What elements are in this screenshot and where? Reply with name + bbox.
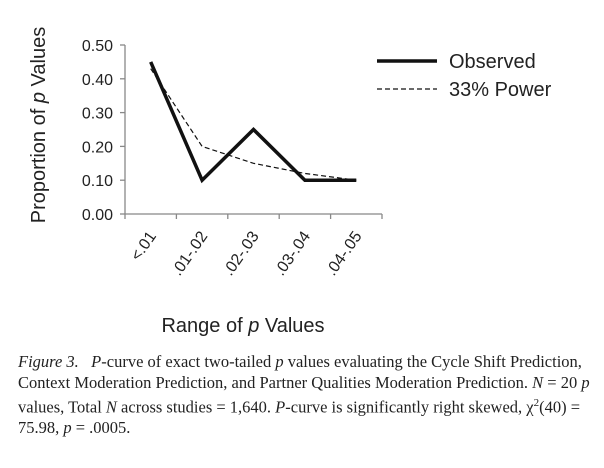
x-axis-label-pre: Range of	[161, 315, 248, 337]
y-axis-label-pre: Proportion of	[28, 103, 50, 223]
p-curve-chart: Proportion of p Values 0.000.100.200.300…	[28, 27, 552, 337]
y-axis-label-post: Values	[28, 27, 50, 92]
x-axis-label: Range of p Values	[161, 315, 324, 337]
x-axis-label-p: p	[247, 315, 259, 337]
legend-observed-label: Observed	[449, 51, 536, 73]
caption-p3: p	[581, 372, 590, 392]
y-tick-label: 0.00	[82, 207, 113, 224]
y-tick-label: 0.50	[82, 38, 113, 55]
caption-p1: P	[91, 352, 102, 371]
caption-text-6: -curve is significantly right skewed, χ	[285, 397, 534, 417]
series-line-observed	[149, 61, 357, 184]
x-tick-label: .01-.02	[169, 228, 212, 279]
caption-sup: 2	[533, 397, 540, 409]
series-line-33-power	[150, 68, 357, 181]
x-tick-label: .02-.03	[220, 228, 263, 279]
x-tick-label: <.01	[128, 228, 160, 264]
y-axis-label: Proportion of p Values	[28, 27, 50, 223]
caption-p5: p	[63, 418, 72, 437]
caption-n1: N	[532, 372, 544, 392]
caption-text-5: across studies = 1,640.	[116, 397, 276, 417]
x-tick-label: .04-.05	[323, 228, 366, 279]
caption-n2: N	[105, 397, 117, 417]
figure-caption: Figure 3. P-curve of exact two-tailed p …	[18, 352, 590, 439]
y-tick-label: 0.30	[82, 106, 113, 123]
caption-text-1: -curve of exact two-tailed	[101, 352, 276, 371]
caption-text-4: values, Total	[18, 397, 106, 417]
caption-text-2: values evaluating the Cycle Shift Predic…	[18, 352, 582, 392]
x-ticks: <.01 .01-.02.02-.03.03-.04.04-.05	[124, 214, 383, 279]
series-lines	[149, 61, 357, 184]
y-tick-label: 0.40	[82, 72, 113, 89]
y-axis-label-p: p	[28, 92, 50, 104]
y-tick-label: 0.20	[82, 139, 113, 156]
caption-text-7: (40) = 75.98,	[18, 397, 581, 438]
caption-p4: P	[275, 397, 286, 417]
x-tick-label: .03-.04	[272, 228, 315, 279]
caption-text-8: = .0005.	[71, 418, 131, 437]
caption-text-3: = 20	[543, 372, 582, 392]
y-tick-label: 0.10	[82, 173, 113, 190]
legend: Observed 33% Power	[377, 51, 552, 101]
x-axis-label-post: Values	[259, 315, 324, 337]
caption-p2: p	[275, 352, 284, 371]
legend-power-label: 33% Power	[449, 79, 552, 101]
figure-label: Figure 3.	[18, 352, 79, 371]
y-ticks: 0.00 0.10 0.20 0.30 0.40 0.50	[82, 38, 125, 224]
